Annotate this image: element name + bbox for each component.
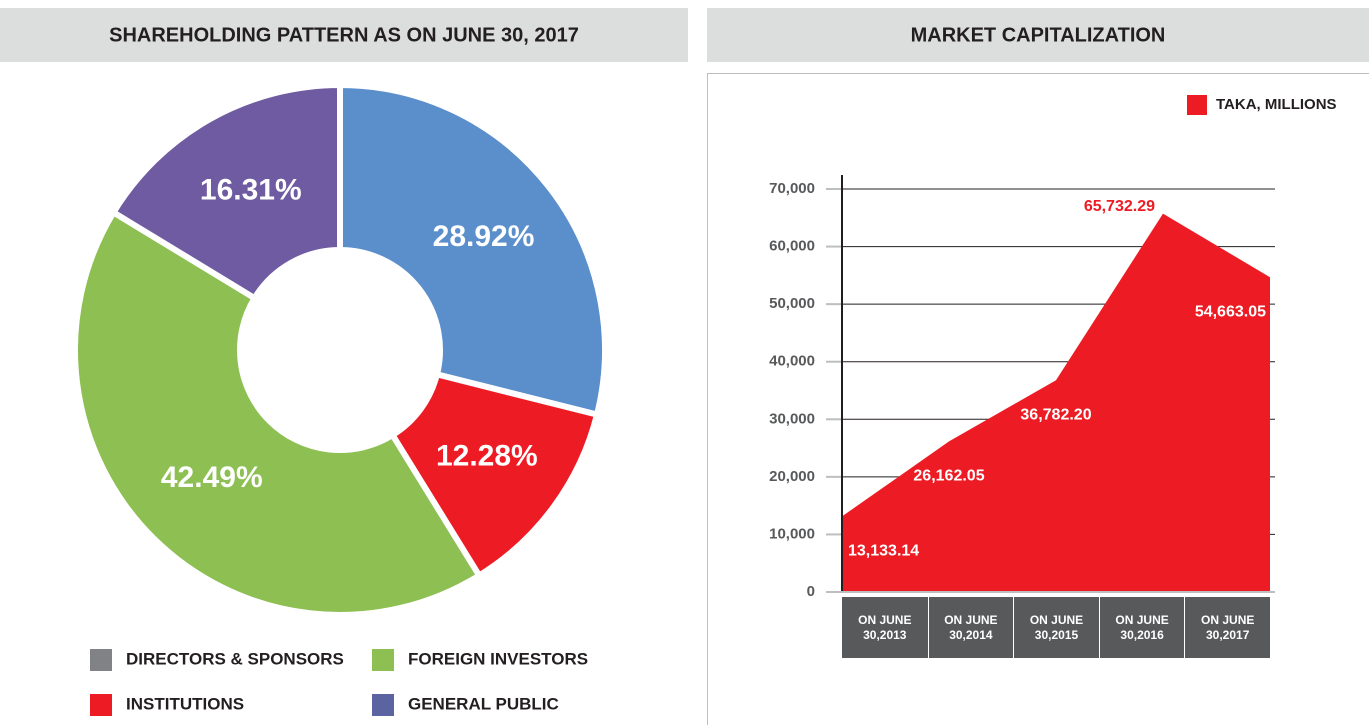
data-label: 13,133.14 [848,543,919,560]
title-bar [0,8,688,62]
legend-label: DIRECTORS & SPONSORS [126,649,344,668]
data-label: 36,782.20 [1020,406,1091,423]
legend-swatch [90,694,112,716]
y-tick-label: 0 [807,583,815,600]
chart-title: SHAREHOLDING PATTERN AS ON JUNE 30, 2017 [109,24,579,46]
y-tick-label: 20,000 [769,468,815,485]
legend-swatch [90,649,112,671]
data-label: 54,663.05 [1195,304,1266,321]
x-tick-label: ON JUNE 30,2017 [1185,597,1270,658]
legend-swatch [372,694,394,716]
area [842,213,1270,592]
y-tick-label: 30,000 [769,410,815,427]
slice-label: 16.31% [200,173,302,206]
donut-slice [337,81,608,419]
y-tick-label: 70,000 [769,180,815,197]
data-label: 65,732.29 [1084,198,1155,215]
slice-label: 42.49% [161,461,263,494]
y-tick-label: 50,000 [769,295,815,312]
x-tick-label: ON JUNE 30,2013 [842,597,928,658]
donut-slice [72,208,484,618]
slice-label: 28.92% [433,220,535,253]
x-tick-label: ON JUNE 30,2015 [1014,597,1099,658]
slice-label: 12.28% [436,439,538,472]
y-tick-label: 10,000 [769,525,815,542]
data-label: 26,162.05 [913,468,984,485]
chart-title: MARKET CAPITALIZATION [911,24,1166,46]
x-tick-label: ON JUNE 30,2016 [1099,597,1185,658]
legend-label: GENERAL PUBLIC [408,694,559,713]
legend-label: INSTITUTIONS [126,694,244,713]
chart-frame [707,73,1369,725]
donut-slice [388,370,601,580]
legend-swatch [1187,95,1207,115]
legend-label: FOREIGN INVESTORS [408,649,588,668]
x-tick-label: ON JUNE 30,2014 [928,597,1014,658]
legend-label: TAKA, MILLIONS [1216,96,1337,113]
donut-slice [109,81,343,303]
legend-swatch [372,649,394,671]
y-tick-label: 40,000 [769,353,815,370]
y-tick-label: 60,000 [769,238,815,255]
title-bar [707,8,1369,62]
